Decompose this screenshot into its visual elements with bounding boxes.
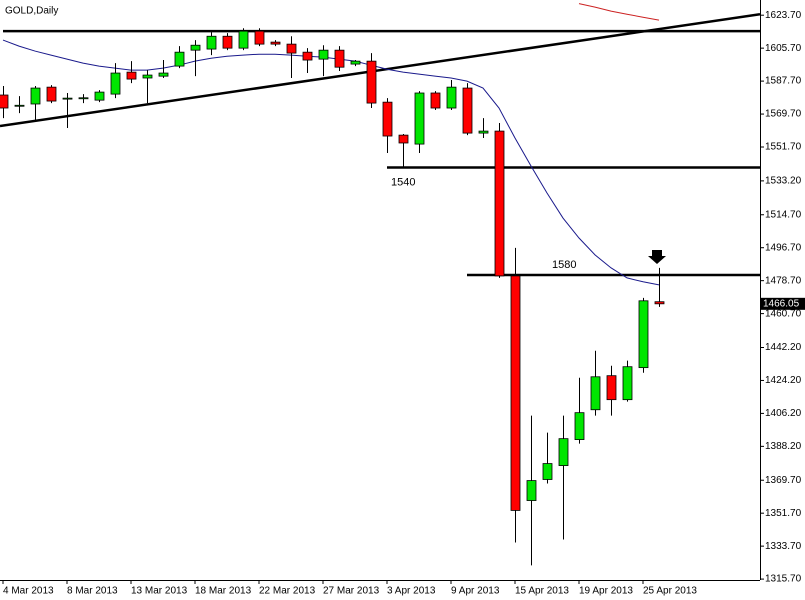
candle-body <box>398 134 409 144</box>
moving-average <box>2 39 660 286</box>
candle-body <box>654 301 665 305</box>
y-tick-label: 1315.70 <box>765 574 802 585</box>
candle-body <box>110 72 121 95</box>
level-label: 1540 <box>391 176 415 188</box>
candle-body <box>78 97 89 100</box>
y-tick-label: 1478.70 <box>765 275 802 286</box>
y-tick-label: 1406.20 <box>765 408 802 419</box>
price-label-box <box>761 297 805 310</box>
y-tick-label: 1569.70 <box>765 109 802 120</box>
candle-body <box>158 72 169 77</box>
candle-body <box>494 130 505 277</box>
candle-body <box>62 97 73 100</box>
arrow-marker <box>648 250 666 264</box>
candle-body <box>142 74 153 79</box>
y-tick-label: 1388.20 <box>765 441 802 452</box>
x-tick-label: 19 Apr 2013 <box>579 586 633 597</box>
x-tick-label: 9 Apr 2013 <box>451 586 500 597</box>
chart-title: GOLD,Daily <box>5 6 58 17</box>
x-tick-label: 18 Mar 2013 <box>195 586 252 597</box>
y-tick-label: 1351.70 <box>765 508 802 519</box>
candle-body <box>190 44 201 51</box>
level-label: 1580 <box>552 259 576 271</box>
candle-body <box>558 438 569 466</box>
candle-body <box>0 94 9 109</box>
candle-body <box>238 30 249 49</box>
candle-body <box>446 86 457 109</box>
moving-average <box>578 3 660 21</box>
candle-body <box>542 463 553 480</box>
candle-body <box>638 300 649 369</box>
y-tick-label: 1496.70 <box>765 242 802 253</box>
candle-body <box>174 51 185 67</box>
y-tick-label: 1514.70 <box>765 209 802 220</box>
candle-body <box>254 30 265 45</box>
y-tick-label: 1533.20 <box>765 176 802 187</box>
candle-body <box>94 91 105 101</box>
candle-body <box>510 275 521 511</box>
plot-area: 1540 1580 <box>0 3 760 566</box>
candle-body <box>366 60 377 104</box>
y-tick-label: 1424.20 <box>765 375 802 386</box>
y-tick-label: 1442.20 <box>765 342 802 353</box>
x-tick-label: 27 Mar 2013 <box>323 586 380 597</box>
trendline <box>0 13 760 128</box>
candle-body <box>462 87 473 134</box>
candle-body <box>478 130 489 134</box>
y-tick-label: 1333.70 <box>765 541 802 552</box>
candle-body <box>334 49 345 68</box>
candle-body <box>126 71 137 80</box>
candle-body <box>350 60 361 65</box>
x-tick-label: 22 Mar 2013 <box>259 586 316 597</box>
candle-body <box>606 375 617 401</box>
candle-body <box>590 376 601 411</box>
x-tick-label: 15 Apr 2013 <box>515 586 569 597</box>
y-tick-label: 1605.70 <box>765 43 802 54</box>
candle-body <box>302 51 313 61</box>
candle-body <box>270 41 281 45</box>
candle-body <box>46 86 57 102</box>
x-tick-label: 3 Apr 2013 <box>387 586 436 597</box>
price-label: 1466.05 <box>763 298 800 309</box>
candle-body <box>14 104 25 107</box>
x-tick-label: 25 Apr 2013 <box>643 586 697 597</box>
candle-body <box>222 35 233 49</box>
candle-body <box>430 92 441 109</box>
y-tick-label: 1460.70 <box>765 308 802 319</box>
y-tick-label: 1551.70 <box>765 142 802 153</box>
candle-body <box>574 412 585 440</box>
y-tick-label: 1369.70 <box>765 475 802 486</box>
candle-body <box>622 366 633 401</box>
candle-body <box>382 101 393 137</box>
y-tick-label: 1587.70 <box>765 76 802 87</box>
candle-body <box>414 92 425 145</box>
candle-body <box>30 87 41 105</box>
candle-body <box>286 43 297 54</box>
y-tick-label: 1623.70 <box>765 10 802 21</box>
x-tick-label: 4 Mar 2013 <box>3 586 54 597</box>
x-tick-label: 13 Mar 2013 <box>131 586 188 597</box>
x-tick-label: 8 Mar 2013 <box>67 586 118 597</box>
candle-body <box>318 49 329 60</box>
candle-body <box>526 480 537 501</box>
candle-body <box>206 35 217 50</box>
